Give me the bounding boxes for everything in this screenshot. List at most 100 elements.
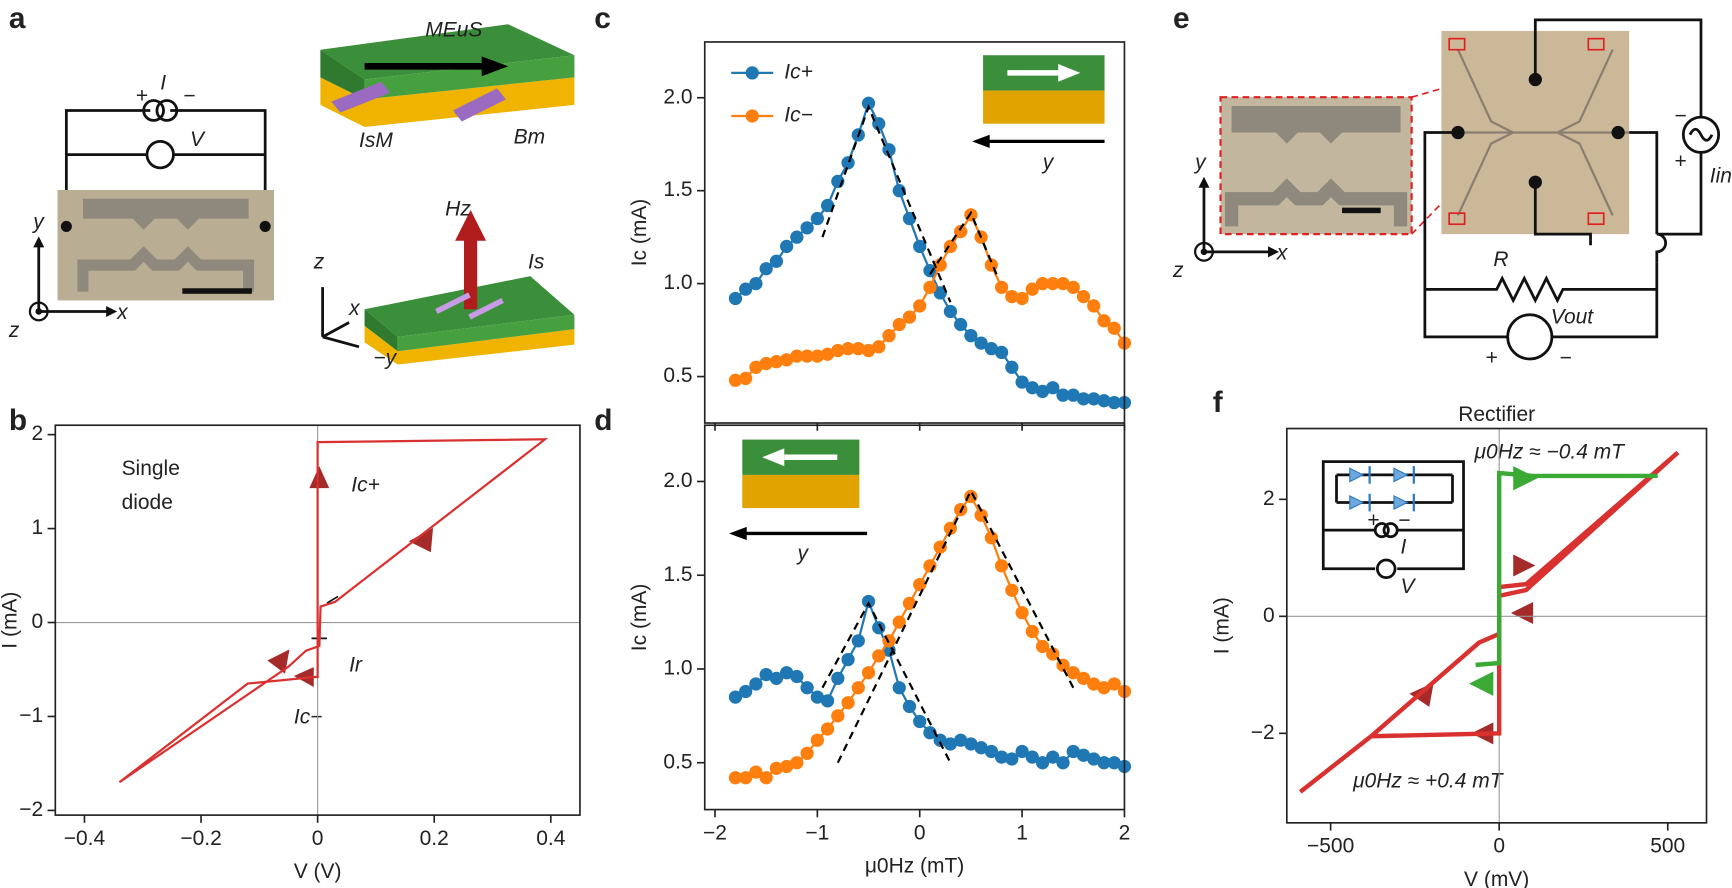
point xyxy=(790,669,804,684)
point xyxy=(1076,289,1091,304)
label: x xyxy=(116,301,129,324)
label: z xyxy=(8,319,20,342)
point xyxy=(769,355,784,369)
label: − xyxy=(183,85,195,108)
point xyxy=(1107,395,1121,410)
point xyxy=(1087,677,1101,691)
x-tick-label: 2 xyxy=(1119,821,1131,844)
point xyxy=(1046,381,1060,395)
label: x xyxy=(348,297,361,320)
x-tick-label: −500 xyxy=(1307,835,1354,858)
label: y xyxy=(31,211,45,234)
series-line xyxy=(821,600,952,764)
panel-label: a xyxy=(9,2,26,35)
point xyxy=(933,540,947,554)
point xyxy=(749,765,763,779)
plot-frame xyxy=(703,424,1126,811)
sweep-arrows xyxy=(1409,466,1538,745)
point xyxy=(923,726,937,740)
rectifier-inset: + − I V xyxy=(1321,460,1465,598)
point xyxy=(954,224,968,239)
label: + xyxy=(1367,509,1379,532)
point xyxy=(872,649,886,663)
point xyxy=(994,559,1009,573)
point xyxy=(810,349,824,363)
point xyxy=(1025,282,1039,296)
point xyxy=(810,690,824,704)
point xyxy=(933,286,947,300)
y-tick-label: 1.5 xyxy=(663,178,692,201)
point xyxy=(994,280,1009,294)
x-tick-label: −0.4 xyxy=(64,827,106,850)
point xyxy=(1035,756,1050,770)
point xyxy=(892,184,906,198)
point xyxy=(810,211,824,226)
point xyxy=(851,342,865,356)
point xyxy=(1076,671,1091,685)
label: −y xyxy=(373,347,397,370)
x-axis-label: V (V) xyxy=(294,860,342,883)
point xyxy=(728,690,743,704)
point xyxy=(810,733,824,747)
point xyxy=(943,737,958,751)
point xyxy=(1005,360,1019,374)
point xyxy=(882,143,896,157)
point xyxy=(913,299,927,313)
point xyxy=(943,521,958,535)
point xyxy=(820,198,835,213)
panel-label: f xyxy=(1213,386,1223,419)
point xyxy=(892,317,906,332)
label: y xyxy=(796,542,810,565)
point xyxy=(902,596,917,610)
slab-diagram: MEuS IsM Bm Hz Is z x −y xyxy=(313,18,575,370)
point xyxy=(769,671,784,685)
label: I xyxy=(1401,535,1407,558)
point xyxy=(790,230,804,244)
point xyxy=(964,489,978,504)
y-tick-label: 0.5 xyxy=(663,750,692,773)
y-tick-label: −2 xyxy=(1251,721,1275,744)
y-tick-label: 2 xyxy=(31,422,43,445)
label: − xyxy=(1398,509,1410,532)
point xyxy=(872,340,886,354)
point xyxy=(831,671,845,685)
point xyxy=(1076,748,1091,762)
point xyxy=(759,771,773,785)
point xyxy=(1066,388,1080,402)
point xyxy=(984,342,998,356)
point xyxy=(769,761,784,775)
point xyxy=(820,347,835,361)
point xyxy=(851,634,865,648)
label: V xyxy=(1401,575,1417,598)
point xyxy=(892,681,906,695)
point xyxy=(780,666,794,680)
label: + xyxy=(136,85,148,108)
label: Is xyxy=(528,250,545,273)
point xyxy=(1035,384,1050,399)
point xyxy=(841,156,855,170)
point xyxy=(759,356,773,371)
y-tick-label: 2.0 xyxy=(663,469,692,492)
y-axis-label: Ic (mA) xyxy=(628,199,651,267)
x-tick-label: 0.2 xyxy=(420,827,449,850)
point xyxy=(974,741,988,755)
point xyxy=(1056,388,1070,402)
point xyxy=(820,694,835,708)
point xyxy=(820,722,835,736)
point xyxy=(984,744,998,759)
label: Bm xyxy=(514,126,545,149)
legend-label: Ic+ xyxy=(784,60,813,83)
point xyxy=(769,254,784,268)
point xyxy=(749,360,763,374)
series-line xyxy=(929,210,998,275)
label: I xyxy=(160,71,166,94)
point xyxy=(1107,677,1121,691)
x-tick-label: −0.2 xyxy=(180,827,221,850)
point xyxy=(841,342,855,356)
point xyxy=(1097,681,1111,695)
point xyxy=(780,759,794,774)
annotation: μ0Hz ≈ −0.4 mT xyxy=(1474,440,1627,463)
y-tick-label: 0 xyxy=(1263,604,1275,627)
point xyxy=(1066,666,1080,680)
